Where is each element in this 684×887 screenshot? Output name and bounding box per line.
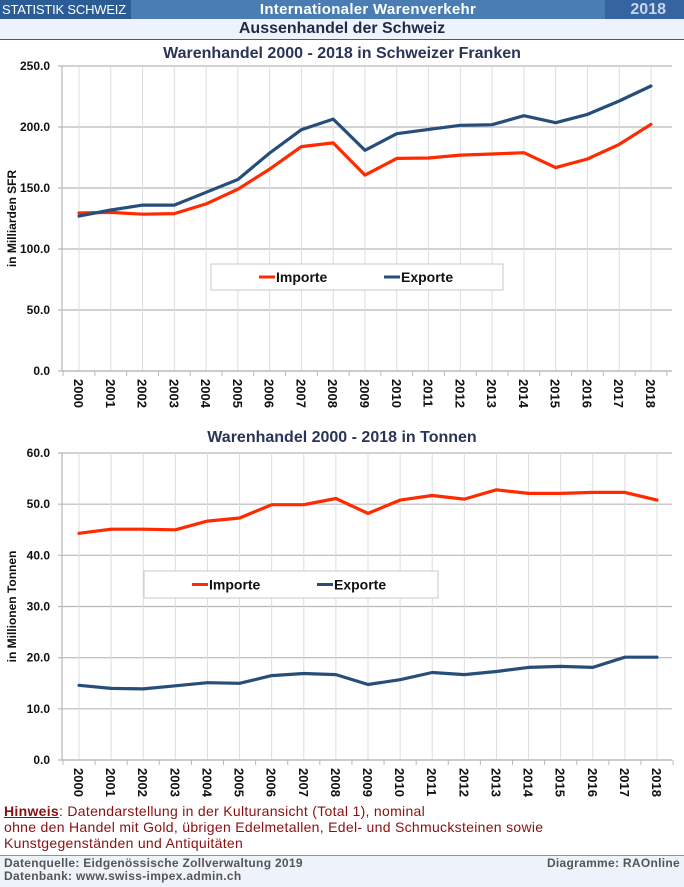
x-tick-label: 2002: [135, 768, 150, 797]
legend-box: [144, 571, 438, 598]
y-tick-label: 50.0: [27, 303, 51, 317]
y-tick-label: 150.0: [20, 181, 50, 195]
x-tick-label: 2014: [516, 379, 531, 409]
x-tick-label: 2015: [553, 768, 568, 797]
footer: Datenquelle: Eidgenössische Zollverwaltu…: [0, 855, 684, 887]
chart-title: Warenhandel 2000 - 2018 in Tonnen: [207, 429, 476, 446]
x-tick-label: 2012: [452, 379, 467, 408]
chart-chf: Warenhandel 2000 - 2018 in Schweizer Fra…: [0, 40, 684, 440]
database-link[interactable]: Datenbank: www.swiss-impex.admin.ch: [4, 870, 303, 883]
legend-label-importe: Importe: [276, 269, 328, 285]
y-tick-label: 50.0: [27, 497, 51, 511]
x-tick-label: 2017: [617, 768, 632, 797]
x-tick-label: 2004: [198, 379, 213, 409]
note-line-3: Kunstgegenständen und Antiquitäten: [4, 835, 680, 851]
x-tick-label: 2003: [167, 768, 182, 797]
x-tick-label: 2003: [166, 379, 181, 408]
x-tick-label: 2015: [548, 379, 563, 408]
x-tick-label: 2011: [421, 379, 436, 407]
y-tick-label: 0.0: [33, 364, 50, 378]
note-line-1: : Datendarstellung in der Kulturansicht …: [59, 803, 425, 819]
y-tick-label: 100.0: [20, 242, 50, 256]
legend-label-importe: Importe: [209, 577, 261, 593]
x-tick-label: 2012: [456, 768, 471, 797]
x-tick-label: 2017: [611, 379, 626, 408]
x-tick-label: 2010: [392, 768, 407, 797]
x-tick-label: 2006: [262, 379, 277, 408]
y-axis-label: in Millionen Tonnen: [5, 551, 19, 663]
y-tick-label: 0.0: [33, 753, 50, 767]
x-tick-label: 2013: [488, 768, 503, 797]
y-tick-label: 30.0: [27, 600, 51, 614]
x-tick-label: 2018: [643, 379, 658, 408]
x-tick-label: 2008: [325, 379, 340, 408]
page-subtitle: Aussenhandel der Schweiz: [0, 19, 684, 40]
y-tick-label: 250.0: [20, 59, 50, 73]
chart-tonnen: Warenhandel 2000 - 2018 in Tonnen 0.0 10.0…: [0, 420, 684, 800]
legend-box: [211, 264, 503, 290]
y-tick-label: 20.0: [27, 651, 51, 665]
note-line-2: ohne den Handel mit Gold, übrigen Edelme…: [4, 819, 680, 835]
notes: Hinweis: Datendarstellung in der Kultura…: [4, 803, 680, 851]
chart-title: Warenhandel 2000 - 2018 in Schweizer Fra…: [163, 45, 521, 62]
x-tick-label: 2009: [360, 768, 375, 797]
y-tick-label: 10.0: [27, 702, 51, 716]
brand-label: STATISTIK SCHWEIZ: [0, 0, 131, 19]
x-tick-label: 2007: [293, 379, 308, 408]
x-tick-label: 2000: [71, 768, 86, 797]
legend-label-exporte: Exporte: [334, 577, 386, 593]
x-tick-label: 2004: [199, 768, 214, 798]
x-tick-label: 2014: [521, 768, 536, 798]
x-tick-label: 2005: [232, 768, 247, 797]
x-tick-label: 2011: [424, 768, 439, 796]
legend-label-exporte: Exporte: [401, 269, 453, 285]
hint-label: Hinweis: [4, 803, 59, 819]
page-title: Internationaler Warenverkehr: [131, 0, 605, 19]
y-axis-label: in Milliarden SFR: [5, 169, 19, 267]
year-badge: 2018: [605, 0, 684, 19]
x-tick-label: 2007: [296, 768, 311, 797]
x-tick-label: 2006: [264, 768, 279, 797]
x-tick-label: 2000: [71, 379, 86, 408]
x-tick-label: 2002: [135, 379, 150, 408]
x-tick-label: 2009: [357, 379, 372, 408]
x-tick-label: 2005: [230, 379, 245, 408]
y-tick-label: 200.0: [20, 120, 50, 134]
y-tick-label: 40.0: [27, 548, 51, 562]
x-tick-label: 2010: [389, 379, 404, 408]
y-tick-label: 60.0: [27, 446, 51, 460]
x-tick-label: 2001: [103, 768, 118, 797]
x-tick-label: 2016: [585, 768, 600, 797]
x-tick-label: 2001: [103, 379, 118, 408]
x-tick-label: 2018: [649, 768, 664, 797]
credit: Diagramme: RAOnline: [547, 857, 680, 870]
x-tick-label: 2008: [328, 768, 343, 797]
x-tick-label: 2013: [484, 379, 499, 408]
x-tick-label: 2016: [579, 379, 594, 408]
